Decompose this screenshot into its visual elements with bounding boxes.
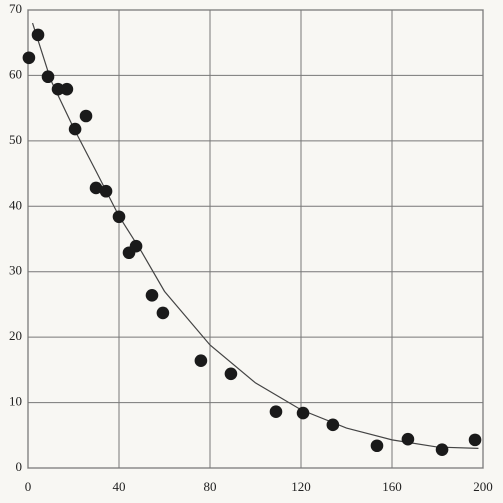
data-point <box>129 239 143 253</box>
data-point <box>51 82 65 96</box>
data-point <box>41 70 55 84</box>
data-point <box>224 367 238 381</box>
y-tick-label: 20 <box>9 328 22 343</box>
data-point <box>112 210 126 224</box>
data-point <box>326 418 340 432</box>
y-tick-label: 70 <box>9 1 22 16</box>
y-tick-label: 0 <box>16 459 23 474</box>
data-point <box>22 51 36 65</box>
data-point <box>60 82 74 96</box>
plot-frame <box>27 9 484 469</box>
x-tick-label: 0 <box>25 479 32 494</box>
y-tick-label: 10 <box>9 394 22 409</box>
data-point <box>296 406 310 420</box>
data-point <box>145 288 159 302</box>
x-tick-label: 120 <box>291 479 311 494</box>
data-point <box>31 28 45 42</box>
data-point <box>89 181 103 195</box>
y-tick-label: 30 <box>9 263 22 278</box>
data-point <box>156 306 170 320</box>
data-point <box>79 109 93 123</box>
data-point <box>435 443 449 456</box>
x-tick-label: 40 <box>113 479 126 494</box>
data-point <box>68 122 82 136</box>
data-point <box>194 354 208 367</box>
data-point <box>401 432 415 446</box>
x-tick-label: 200 <box>473 479 493 494</box>
data-point <box>269 405 283 419</box>
data-point <box>468 433 482 447</box>
y-tick-label: 50 <box>9 132 22 147</box>
data-point <box>370 439 384 453</box>
x-tick-label: 80 <box>204 479 217 494</box>
y-tick-label: 60 <box>9 66 22 81</box>
data-point <box>99 184 113 198</box>
x-tick-label: 160 <box>382 479 402 494</box>
y-tick-label: 40 <box>9 197 22 212</box>
fit-curve <box>31 22 479 449</box>
